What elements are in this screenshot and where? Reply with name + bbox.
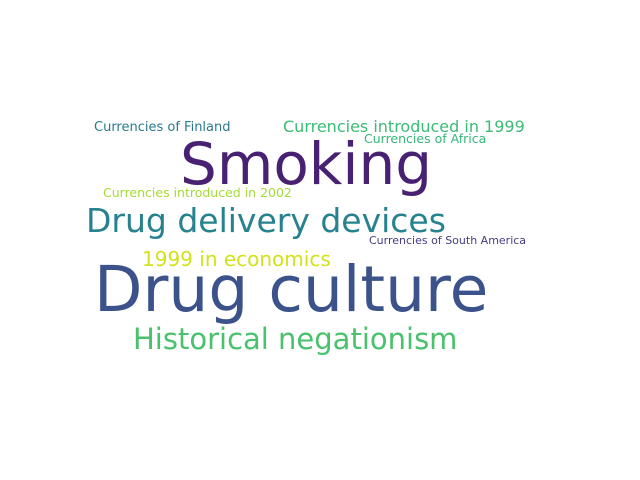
word-currencies-introduced-in-1999: Currencies introduced in 1999 <box>283 117 525 136</box>
word-currencies-of-finland: Currencies of Finland <box>94 120 231 135</box>
word-historical-negationism: Historical negationism <box>133 322 458 356</box>
word-currencies-of-africa: Currencies of Africa <box>364 131 487 146</box>
word-drug-delivery-devices: Drug delivery devices <box>86 201 446 240</box>
word-smoking: Smoking <box>180 130 433 198</box>
word-1999-in-economics: 1999 in economics <box>142 247 331 271</box>
word-currencies-of-south-america: Currencies of South America <box>369 234 527 247</box>
word-currencies-introduced-in-2002: Currencies introduced in 2002 <box>103 185 292 200</box>
word-drug-culture: Drug culture <box>94 253 489 326</box>
